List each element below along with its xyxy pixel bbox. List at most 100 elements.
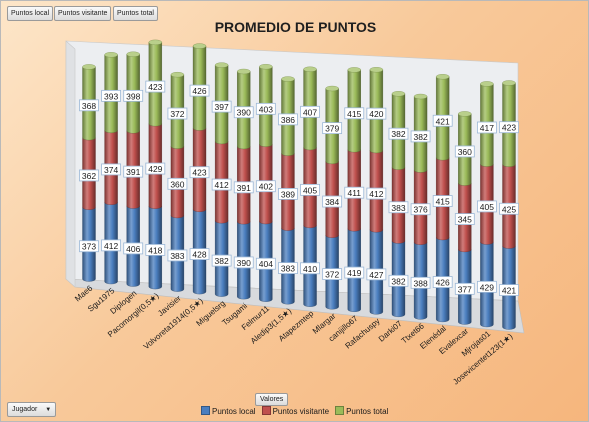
- data-label: 423: [189, 166, 210, 179]
- data-label: 382: [388, 274, 409, 287]
- data-label-text: 412: [215, 180, 229, 190]
- data-label-text: 362: [82, 171, 96, 181]
- data-label-box: [233, 106, 254, 119]
- data-label-text: 368: [82, 101, 96, 111]
- legend-label: Puntos total: [346, 407, 389, 416]
- data-label-box: [79, 169, 99, 182]
- data-label: 429: [476, 280, 497, 293]
- data-label-box: [322, 122, 343, 135]
- data-label: 425: [499, 202, 519, 215]
- data-label: 406: [123, 242, 144, 255]
- data-label: 415: [344, 107, 365, 120]
- data-label-text: 421: [436, 116, 450, 126]
- data-label-box: [410, 130, 431, 143]
- data-label-box: [322, 195, 343, 208]
- field-button-puntos-local[interactable]: Puntos local: [7, 6, 54, 21]
- bar-cap-13: [369, 67, 384, 73]
- data-label-box: [278, 113, 298, 126]
- data-label-box: [255, 257, 276, 270]
- data-label: 417: [476, 121, 497, 134]
- data-label: 397: [211, 100, 232, 113]
- data-label: 428: [189, 248, 210, 260]
- data-label: 379: [322, 122, 343, 135]
- data-label-text: 403: [259, 104, 273, 114]
- bar-cap-3: [148, 39, 162, 45]
- data-label-text: 391: [126, 167, 140, 177]
- data-label-box: [255, 180, 276, 193]
- data-label-text: 404: [259, 259, 273, 269]
- data-label: 389: [278, 188, 298, 200]
- data-label-box: [344, 266, 365, 279]
- data-label: 402: [255, 180, 276, 193]
- data-label-box: [167, 177, 188, 190]
- bar-cap-10: [303, 66, 317, 72]
- data-label-text: 398: [126, 91, 140, 101]
- data-label-box: [432, 276, 453, 288]
- data-label-box: [79, 240, 99, 253]
- data-label-box: [189, 248, 210, 260]
- data-label: 383: [388, 201, 409, 214]
- data-label: 390: [233, 106, 254, 119]
- data-label-text: 427: [369, 270, 383, 280]
- bar-cap-12: [347, 67, 361, 73]
- bar-cap-1: [104, 52, 118, 58]
- data-label: 391: [233, 181, 254, 194]
- data-label: 388: [410, 276, 431, 289]
- data-label-text: 417: [480, 123, 494, 133]
- data-label-box: [167, 249, 188, 262]
- data-label: 423: [499, 121, 519, 134]
- data-label-text: 383: [281, 264, 295, 274]
- data-label-box: [322, 268, 343, 280]
- data-label-text: 429: [480, 282, 494, 292]
- data-label-box: [233, 256, 254, 269]
- data-label: 360: [167, 177, 188, 190]
- legend-label: Puntos visitante: [272, 407, 330, 416]
- field-button-puntos-visitante[interactable]: Puntos visitante: [54, 6, 112, 21]
- data-label-box: [410, 203, 431, 216]
- data-label-box: [454, 282, 475, 295]
- data-label: 372: [167, 107, 188, 120]
- data-label: 360: [454, 145, 475, 158]
- bar-cap-0: [82, 64, 96, 70]
- data-label-text: 373: [82, 242, 96, 252]
- side-wall: [65, 40, 76, 288]
- data-label-box: [211, 178, 232, 191]
- jugador-filter-button[interactable]: Jugador ▼: [7, 402, 57, 417]
- field-button-puntos-total[interactable]: Puntos total: [113, 6, 158, 21]
- data-label-text: 423: [148, 82, 162, 92]
- data-label: 393: [101, 89, 122, 102]
- data-label-text: 384: [325, 197, 339, 207]
- data-label-text: 383: [391, 203, 405, 213]
- legend-item: Puntos visitante: [261, 406, 330, 416]
- data-label: 427: [366, 268, 387, 281]
- data-label-text: 419: [347, 268, 361, 278]
- bar-cap-6: [214, 62, 229, 68]
- data-label-box: [476, 121, 497, 134]
- data-label-box: [101, 239, 122, 252]
- data-label: 429: [145, 162, 166, 175]
- bar-cap-8: [259, 64, 273, 70]
- data-label: 426: [432, 276, 453, 288]
- legend-swatch: [335, 406, 345, 415]
- data-label-box: [476, 280, 497, 293]
- data-label-text: 377: [458, 284, 472, 294]
- bar-cap-4: [170, 72, 185, 78]
- data-label-text: 372: [325, 270, 339, 280]
- bar-cap-15: [413, 93, 428, 100]
- bar-cap-5: [192, 43, 207, 49]
- data-label: 374: [101, 163, 122, 176]
- data-label: 404: [255, 257, 276, 270]
- data-label-box: [300, 262, 320, 275]
- data-label: 382: [211, 254, 232, 267]
- data-label-text: 374: [104, 165, 118, 175]
- data-label-text: 390: [237, 258, 251, 268]
- data-label-text: 423: [192, 168, 206, 178]
- values-field-button[interactable]: Valores: [255, 393, 289, 406]
- data-label: 421: [432, 114, 453, 127]
- data-label: 412: [366, 187, 387, 200]
- legend: Puntos local Puntos visitante Puntos total: [201, 406, 394, 416]
- chart-title: PROMEDIO DE PUNTOS: [214, 19, 377, 35]
- data-label-text: 382: [391, 129, 405, 139]
- data-label-box: [123, 165, 144, 178]
- data-label-text: 402: [259, 182, 273, 192]
